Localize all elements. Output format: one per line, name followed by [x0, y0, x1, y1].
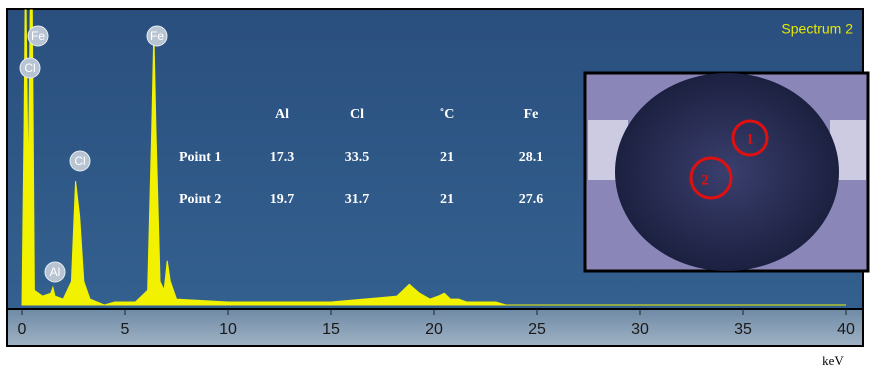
table-cell: 27.6: [519, 192, 544, 207]
x-tick-label: 0: [18, 321, 27, 338]
chart-title: Spectrum 2: [781, 21, 853, 37]
table-cell: 19.7: [270, 192, 295, 207]
x-tick-label: 30: [631, 321, 649, 338]
peak-label: Al: [50, 265, 61, 279]
chart: Spectrum 2 keV Fe Cl Cl Al Fe 1 2 0 5 10 15 20 25…: [0, 0, 885, 371]
inset-image: 1 2: [585, 73, 868, 271]
table-cell: 21: [440, 192, 454, 207]
x-tick-label: 40: [837, 321, 855, 338]
peak-label: Fe: [31, 29, 45, 43]
peak-label: Fe: [150, 29, 164, 43]
peak-label: Cl: [74, 154, 85, 168]
x-tick-label: 10: [219, 321, 237, 338]
peak-label: Cl: [24, 61, 35, 75]
x-tick-label: 35: [734, 321, 752, 338]
x-tick-label: 20: [425, 321, 443, 338]
page: Spectrum 2 keV Fe Cl Cl Al Fe 1 2 0 5 10 15 20 25…: [0, 0, 885, 376]
table-header: Cl: [350, 107, 364, 122]
table-cell: 28.1: [519, 150, 544, 165]
table-cell: 33.5: [345, 150, 370, 165]
row-label: Point 1: [179, 150, 221, 165]
inset-sample: [615, 73, 839, 271]
table-cell: 31.7: [345, 192, 370, 207]
row-label: Point 2: [179, 192, 221, 207]
x-tick-label: 25: [528, 321, 546, 338]
x-tick-label: 5: [121, 321, 130, 338]
table-cell: 17.3: [270, 150, 295, 165]
marker-label: 1: [746, 131, 754, 147]
x-tick-label: 15: [322, 321, 340, 338]
table-header: Al: [275, 107, 289, 122]
marker-label: 2: [701, 172, 709, 188]
table-cell: 21: [440, 150, 454, 165]
table-header: ˚C: [440, 107, 455, 122]
x-axis-label: keV: [822, 353, 844, 368]
table-header: Fe: [524, 107, 539, 122]
